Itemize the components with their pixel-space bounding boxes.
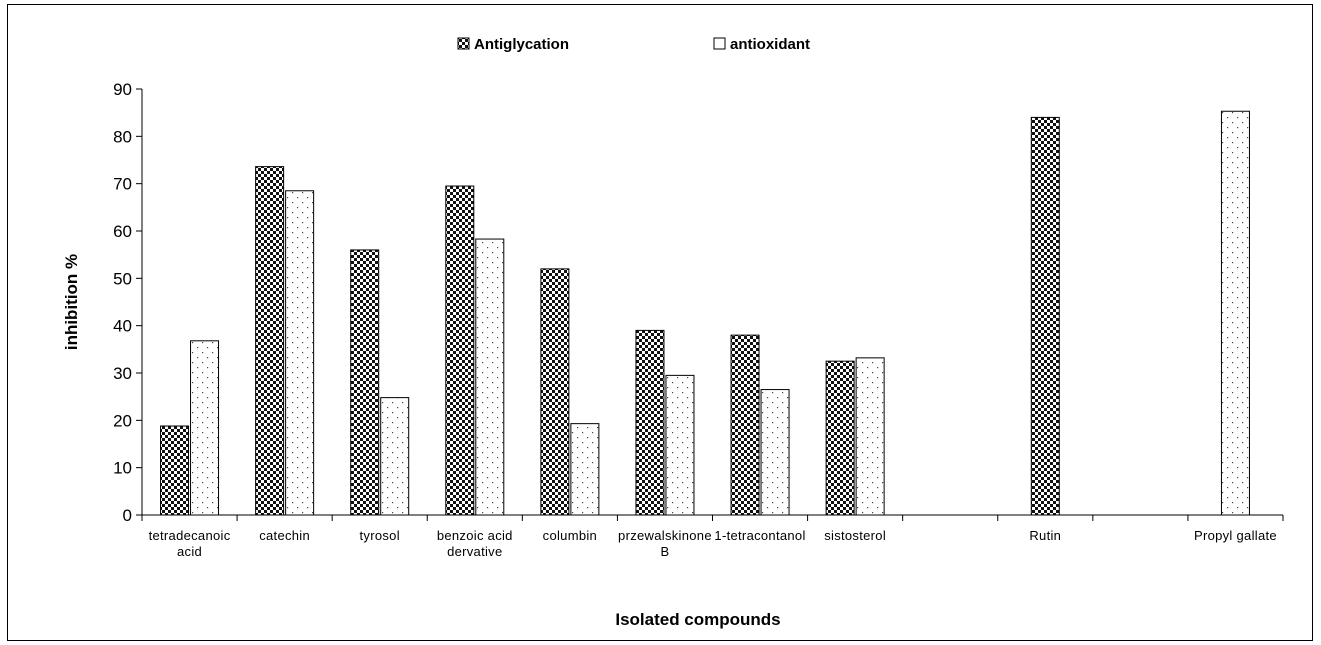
bar-antiglycation [350,249,380,516]
x-tick-label: tyrosol [360,528,400,543]
y-tick-label: 50 [113,269,132,288]
x-tick-label: B [660,544,669,559]
bar-antiglycation [730,334,760,516]
y-tick-label: 60 [113,222,132,241]
chart-frame [7,4,1313,641]
x-tick-label: dervative [447,544,502,559]
legend-label-antiglycation: Antiglycation [474,36,569,53]
bar-antioxidant [190,340,220,516]
x-tick-label: catechin [259,528,310,543]
bar-antioxidant [665,374,695,516]
bar-antiglycation [635,329,665,516]
bar-antioxidant [475,238,505,516]
y-tick-label: 10 [113,459,132,478]
y-tick-label: 0 [123,506,132,525]
bar-antiglycation [445,185,475,516]
y-axis-title: inhibition % [62,254,81,350]
x-tick-label: przewalskinone [618,528,712,543]
bar-antioxidant [285,190,315,516]
x-tick-label: sistosterol [824,528,886,543]
y-tick-label: 90 [113,80,132,99]
x-axis-title: Isolated compounds [615,610,780,629]
bar-antioxidant [855,357,885,516]
bar-antioxidant [1220,110,1250,516]
bar-antioxidant [570,423,600,516]
bar-antiglycation [1030,116,1060,516]
bar-antiglycation [160,425,190,516]
bar-antiglycation [540,268,570,516]
x-tick-label: acid [177,544,202,559]
x-tick-label: benzoic acid [437,528,513,543]
legend-swatch-antioxidant [713,37,726,50]
x-tick-label: columbin [543,528,597,543]
legend-swatch-antiglycation [457,37,470,50]
bar-antioxidant [760,389,790,516]
bar-antioxidant [380,397,410,516]
y-tick-label: 70 [113,175,132,194]
legend: Antiglycation antioxidant [457,36,810,53]
y-tick-label: 80 [113,127,132,146]
x-tick-label: Rutin [1029,528,1061,543]
y-tick-label: 20 [113,411,132,430]
x-tick-label: tetradecanoic [149,528,231,543]
x-tick-label: Propyl gallate [1194,528,1277,543]
legend-label-antioxidant: antioxidant [730,36,810,53]
bar-antiglycation [825,360,855,516]
y-tick-label: 30 [113,364,132,383]
y-tick-label: 40 [113,317,132,336]
x-tick-label: 1-tetracontanol [714,528,805,543]
bar-antiglycation [255,166,285,516]
